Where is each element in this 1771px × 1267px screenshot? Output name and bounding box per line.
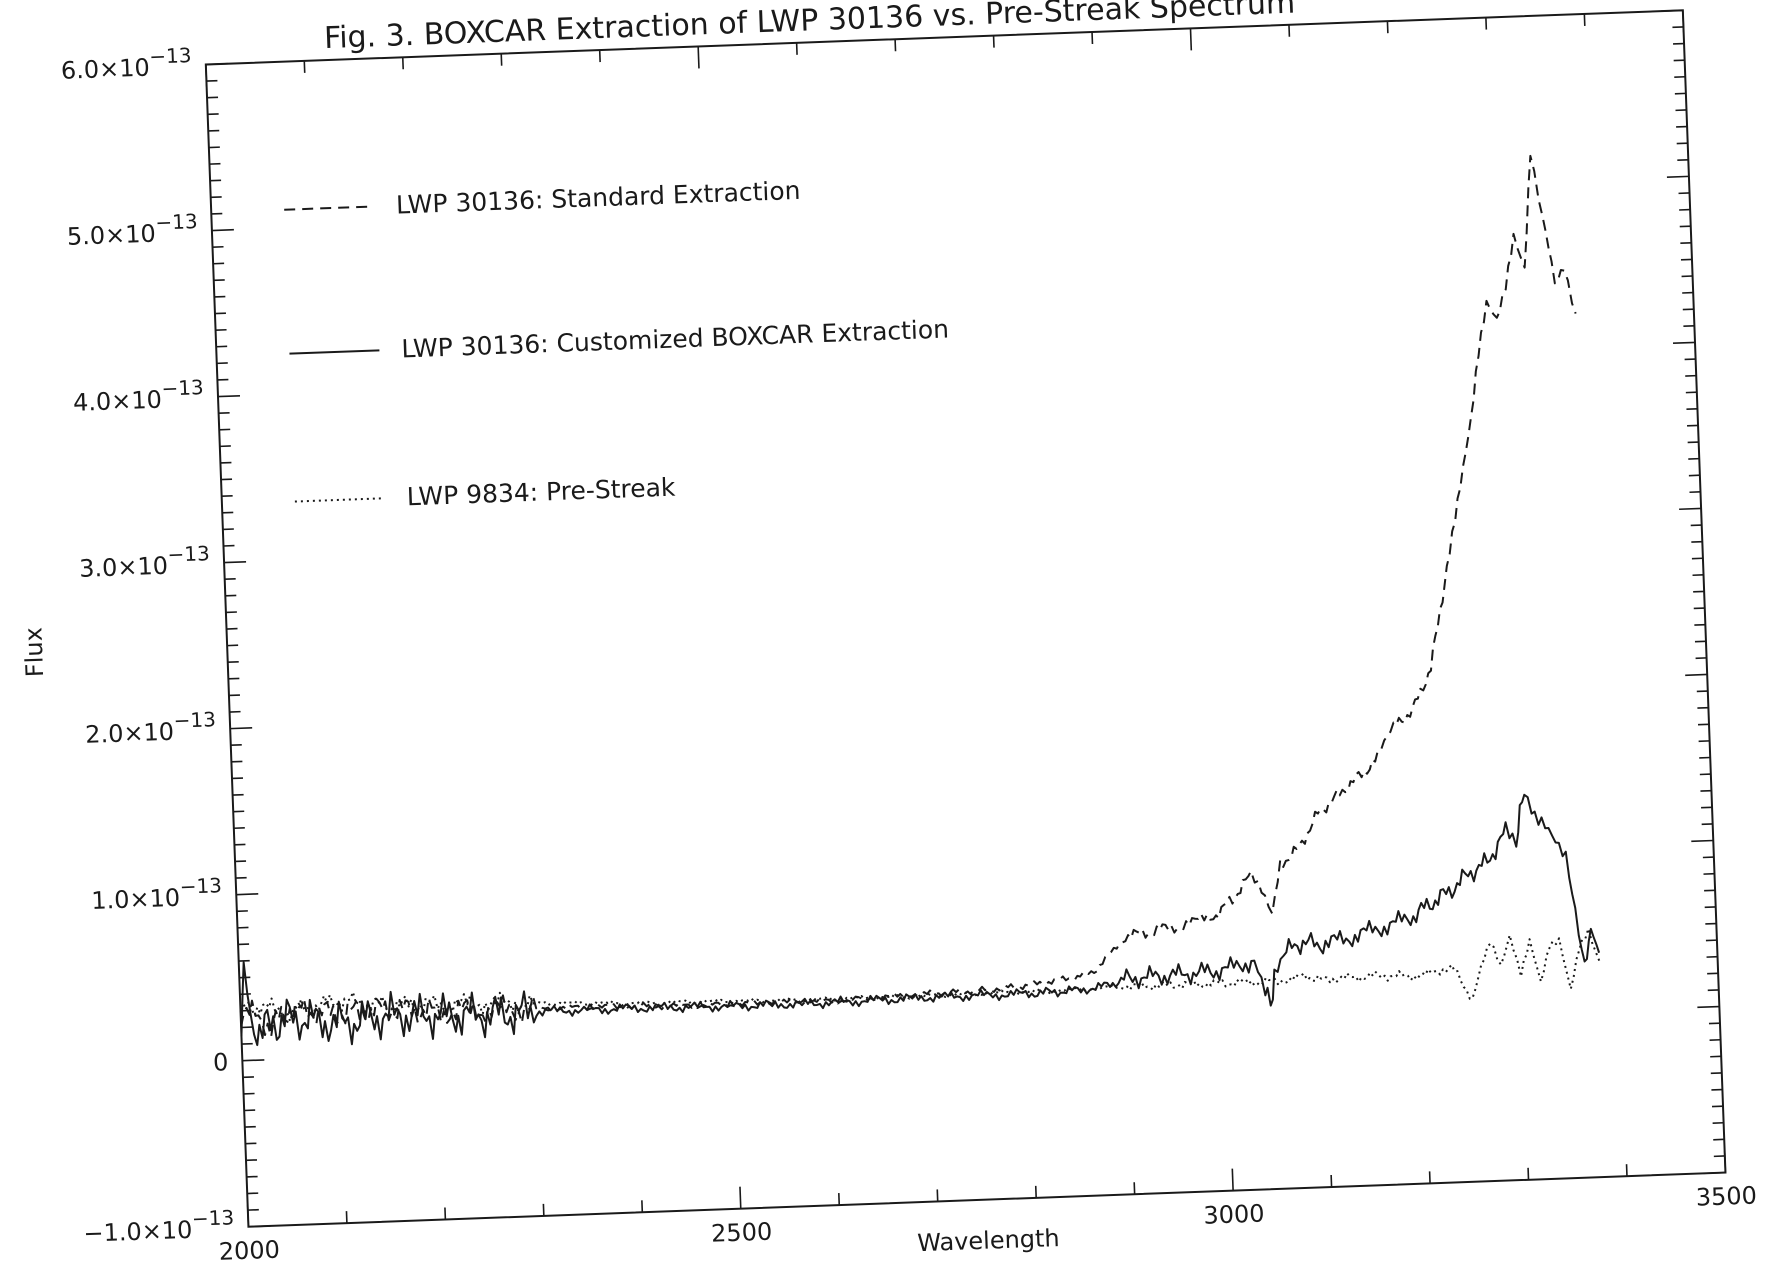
x-major-tick [1725,1151,1726,1173]
legend-label: LWP 30136: Customized BOXCAR Extraction [401,314,950,363]
legend-swatch [289,350,379,353]
y-major-tick [1661,10,1683,11]
y-major-tick [236,894,258,895]
y-major-tick [224,562,246,563]
x-tick-label: 3500 [1695,1181,1757,1211]
x-tick-label: 3000 [1203,1199,1265,1229]
y-major-tick [1685,674,1707,675]
y-major-tick [1697,1007,1719,1008]
y-major-tick [1673,342,1695,343]
y-major-tick [1679,508,1701,509]
y-major-tick [242,1060,264,1061]
x-major-tick [698,46,699,68]
series-line-dotted [239,928,1600,1044]
chart-legend: LWP 30136: Standard Extraction LWP 30136:… [284,171,955,516]
x-major-tick [740,1187,741,1209]
legend-swatch [284,206,374,209]
y-tick-label: 1.0×10−13 [91,873,223,915]
y-major-tick [218,396,240,397]
y-tick-label: 3.0×10−13 [78,541,210,583]
x-axis-label: Wavelength [917,1224,1060,1257]
y-major-tick [1667,176,1689,177]
y-tick-label: −1.0×10−13 [83,1205,235,1248]
chart-title: Fig. 3. BOXCAR Extraction of LWP 30136 v… [324,0,1296,56]
legend-label: LWP 30136: Standard Extraction [396,176,801,220]
y-tick-label: 5.0×10−13 [66,209,198,251]
x-tick-label: 2500 [711,1218,773,1248]
y-tick-labels: −1.0×10−13 0 1.0×10−13 2.0×10−13 3.0×10−13 4.… [40,43,235,1248]
y-major-tick [248,1226,270,1227]
x-major-tick [1683,10,1684,32]
y-major-tick [212,230,234,231]
legend-label: LWP 9834: Pre-Streak [406,473,676,512]
x-tick-label: 2000 [218,1236,280,1263]
y-axis-label: Flux [19,627,49,678]
y-major-tick [206,64,228,65]
x-major-tick [1190,28,1191,50]
y-major-tick [1691,841,1713,842]
y-tick-label: 2.0×10−13 [84,707,216,749]
x-major-tick [1232,1169,1233,1191]
series-line-dashed [211,154,1600,1038]
x-major-tick [248,1205,249,1227]
y-tick-label: 4.0×10−13 [72,375,204,417]
x-major-tick [206,65,207,87]
y-major-tick [230,728,252,729]
legend-swatch [295,498,385,501]
series-group [211,154,1601,1048]
y-tick-label: 0 [213,1048,229,1077]
y-major-tick [1703,1173,1725,1174]
y-tick-label: 6.0×10−13 [60,43,192,85]
